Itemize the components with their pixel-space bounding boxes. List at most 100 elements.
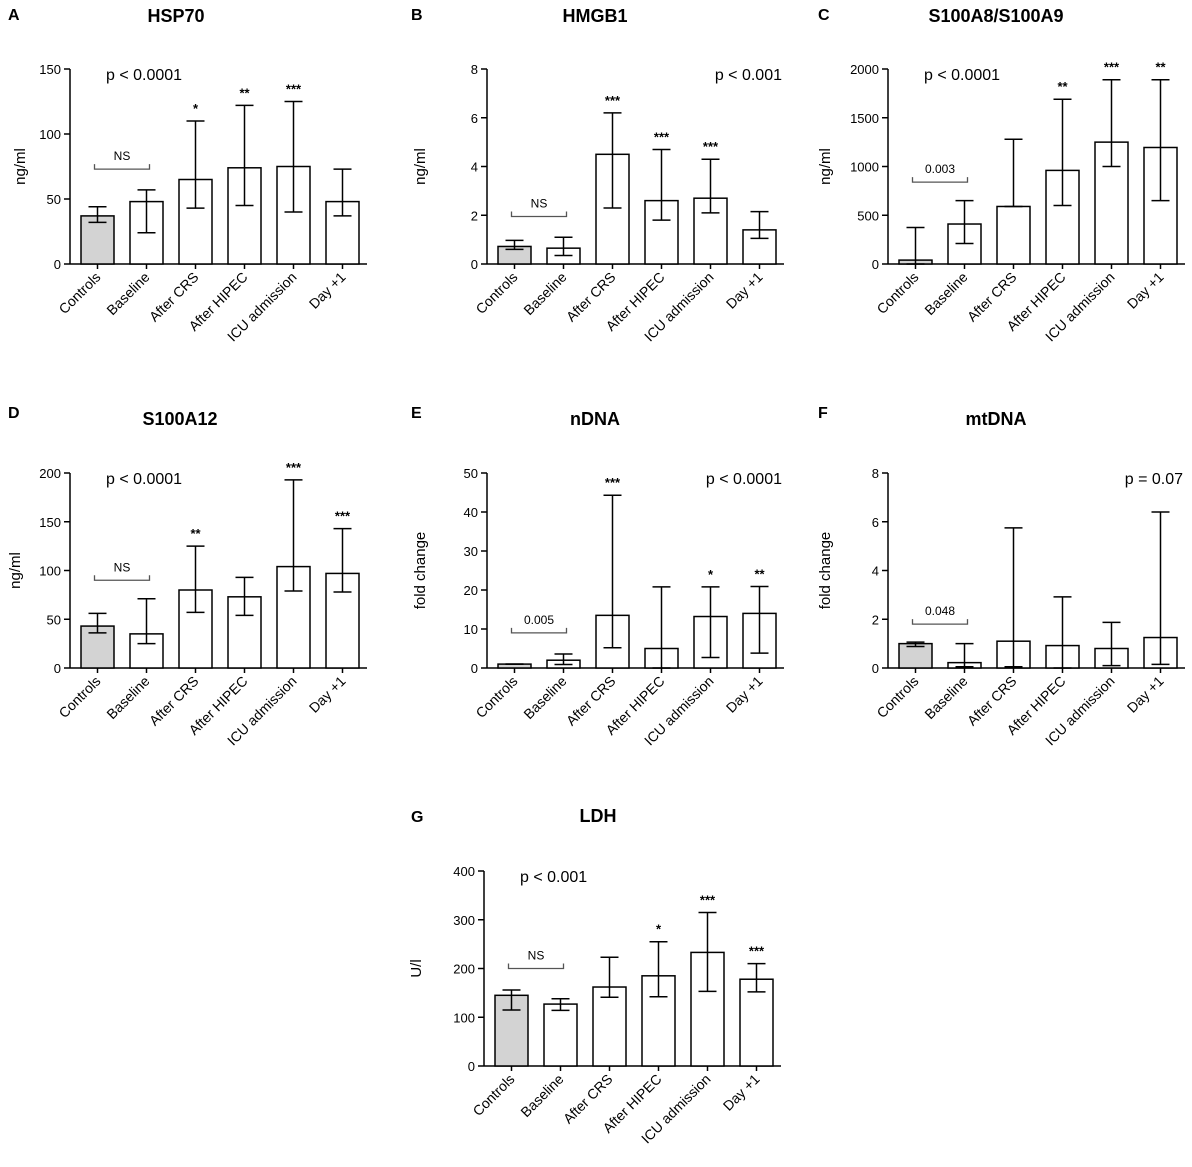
y-tick-label: 2000 xyxy=(850,62,879,77)
significance-label: *** xyxy=(1104,60,1120,75)
category-label: Baseline xyxy=(520,673,569,722)
y-tick-label: 2 xyxy=(872,612,879,627)
comparison-bracket xyxy=(93,575,151,581)
y-tick-label: 6 xyxy=(471,111,478,126)
y-tick-label: 2 xyxy=(471,208,478,223)
panel-C: C S100A8/S100A9 ng/ml 0 500 1000 1500 2000 Contr… xyxy=(817,6,1185,344)
p-value: p < 0.0001 xyxy=(106,67,182,84)
bar xyxy=(592,986,627,1067)
y-tick-label: 0 xyxy=(471,257,478,272)
y-tick-label: 0 xyxy=(54,661,61,676)
category-label: Day +1 xyxy=(1124,269,1167,312)
y-axis-label: U/l xyxy=(408,959,425,977)
significance-label: *** xyxy=(335,509,351,524)
panel-letter: D xyxy=(8,405,20,422)
category-label: Controls xyxy=(469,1071,517,1119)
bracket-label: 0.003 xyxy=(925,162,955,176)
category-label: Day +1 xyxy=(723,269,766,312)
category-label: Day +1 xyxy=(306,269,349,312)
p-value: p < 0.0001 xyxy=(924,67,1000,84)
bar xyxy=(178,178,213,265)
bracket-label: NS xyxy=(531,196,548,210)
significance-label: *** xyxy=(749,944,765,959)
y-tick-label: 8 xyxy=(872,466,879,481)
panel-D: D S100A12 ng/ml 0 50 100 150 200 Controls Baselin… xyxy=(7,405,367,748)
significance-label: * xyxy=(656,922,662,937)
significance-label: *** xyxy=(286,82,302,97)
comparison-bracket xyxy=(911,619,969,625)
category-label: Controls xyxy=(55,673,103,721)
category-label: Day +1 xyxy=(306,673,349,716)
comparison-bracket xyxy=(93,164,151,170)
bar xyxy=(996,205,1031,265)
y-tick-label: 1000 xyxy=(850,160,879,175)
significance-label: ** xyxy=(754,566,765,581)
y-tick-label: 200 xyxy=(39,466,61,481)
significance-label: ** xyxy=(239,85,250,100)
bar xyxy=(543,1003,578,1067)
y-tick-label: 100 xyxy=(453,1010,475,1025)
panel-letter: C xyxy=(818,7,830,24)
category-label: Controls xyxy=(873,269,921,317)
y-tick-label: 0 xyxy=(872,257,879,272)
category-label: Baseline xyxy=(520,269,569,318)
significance-label: ** xyxy=(190,526,201,541)
category-label: Controls xyxy=(873,673,921,721)
significance-label: *** xyxy=(286,460,302,475)
category-label: Day +1 xyxy=(720,1071,763,1114)
bar xyxy=(693,197,728,265)
bracket-label: NS xyxy=(114,149,131,163)
y-tick-label: 100 xyxy=(39,127,61,142)
significance-label: ** xyxy=(1155,60,1166,75)
panel-letter: A xyxy=(8,7,20,24)
panel-letter: F xyxy=(818,405,828,422)
significance-label: *** xyxy=(605,475,621,490)
y-axis-label: fold change xyxy=(817,532,834,610)
category-label: Day +1 xyxy=(1124,673,1167,716)
y-tick-label: 50 xyxy=(47,612,61,627)
y-tick-label: 4 xyxy=(471,160,478,175)
category-label: Day +1 xyxy=(723,673,766,716)
comparison-bracket xyxy=(510,627,568,634)
p-value: p < 0.001 xyxy=(715,67,782,84)
category-label: Baseline xyxy=(921,269,970,318)
significance-label: *** xyxy=(605,93,621,108)
category-label: Controls xyxy=(55,269,103,317)
chart-title: mtDNA xyxy=(966,409,1027,429)
bar xyxy=(325,200,360,265)
bracket-label: 0.048 xyxy=(925,604,955,618)
chart-title: S100A12 xyxy=(142,409,217,429)
p-value: p < 0.0001 xyxy=(706,471,782,488)
y-tick-label: 200 xyxy=(453,962,475,977)
y-axis-label: ng/ml xyxy=(412,148,429,185)
y-tick-label: 0 xyxy=(468,1059,475,1074)
panel-letter: E xyxy=(411,405,422,422)
y-tick-label: 500 xyxy=(857,208,879,223)
y-axis-label: ng/ml xyxy=(817,148,834,185)
significance-label: ** xyxy=(1057,79,1068,94)
chart-title: LDH xyxy=(580,806,617,826)
y-tick-label: 6 xyxy=(872,515,879,530)
y-tick-label: 0 xyxy=(872,661,879,676)
comparison-bracket xyxy=(507,963,565,970)
p-value: p < 0.0001 xyxy=(106,471,182,488)
y-tick-label: 4 xyxy=(872,564,879,579)
bracket-label: NS xyxy=(114,560,131,574)
significance-label: *** xyxy=(700,892,716,907)
y-tick-label: 400 xyxy=(453,864,475,879)
bracket-label: NS xyxy=(528,949,545,963)
chart-title: S100A8/S100A9 xyxy=(928,6,1063,26)
y-axis-label: fold change xyxy=(412,532,429,610)
significance-label: *** xyxy=(654,129,670,144)
chart-title: HSP70 xyxy=(147,6,204,26)
y-tick-label: 40 xyxy=(464,505,478,520)
y-tick-label: 0 xyxy=(54,257,61,272)
p-value: p < 0.001 xyxy=(520,869,587,886)
chart-title: nDNA xyxy=(570,409,620,429)
